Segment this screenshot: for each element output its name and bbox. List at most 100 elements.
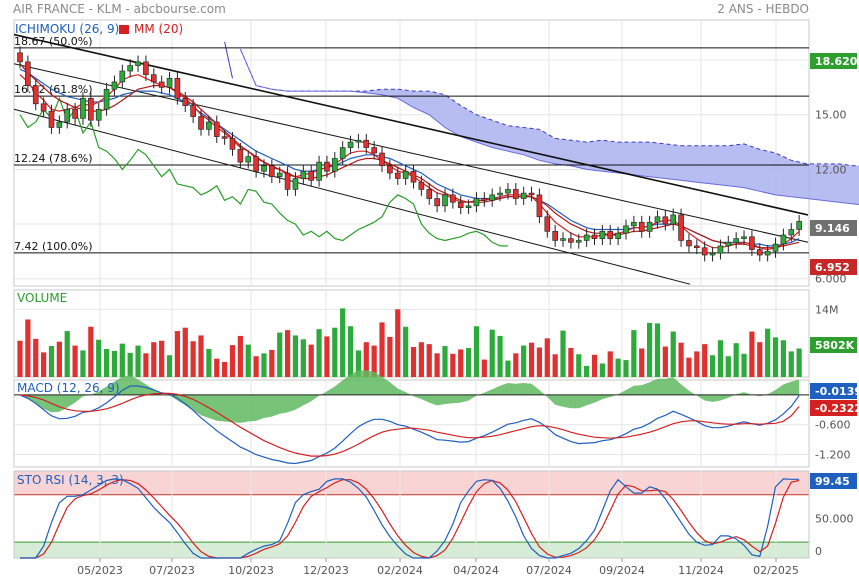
price-candle [756, 243, 763, 262]
price-candle [599, 224, 606, 246]
volume-bar [426, 344, 432, 377]
price-candle [764, 245, 771, 262]
candle-body [513, 189, 519, 199]
fibo-label: 18.67 (50.0%) [14, 35, 93, 48]
candle-body [331, 158, 338, 172]
volume-bar [96, 339, 102, 377]
candle-body [457, 201, 464, 208]
candle-body [276, 172, 283, 177]
candle-body [402, 170, 409, 179]
price-tick-label: 12.00 [815, 163, 847, 176]
candle-body [229, 138, 236, 150]
candle-body [481, 198, 488, 201]
volume-bar [245, 344, 251, 377]
kijun-line [19, 68, 800, 247]
volume-bar [615, 358, 621, 377]
candle-body [465, 205, 472, 208]
candle-body [292, 178, 299, 190]
trend-line [13, 108, 691, 285]
candle-body [261, 165, 267, 172]
candle-body [442, 194, 448, 207]
price-candle [465, 199, 472, 215]
trend-line [13, 33, 809, 216]
tenkan-line [19, 74, 800, 251]
volume-bar [261, 353, 267, 377]
price-candle [709, 246, 716, 262]
price-candle [25, 55, 31, 92]
candle-body [379, 152, 385, 167]
price-candle [544, 210, 551, 238]
volume-bar [166, 355, 173, 377]
price-candle [229, 132, 236, 156]
price-candle [662, 210, 669, 231]
candle-body [520, 192, 527, 199]
volume-bar [127, 352, 133, 377]
candle-body [316, 161, 322, 181]
candle-body [497, 192, 503, 196]
candle-body [560, 238, 566, 241]
price-candle [607, 224, 614, 246]
chart-header-title: AIR FRANCE - KLM - abcbourse.com [13, 2, 226, 16]
candle-body [796, 221, 802, 230]
x-axis-label: 10/2023 [228, 564, 274, 577]
volume-bar [576, 354, 582, 377]
x-axis-label: 05/2023 [77, 564, 123, 577]
candle-body [363, 139, 370, 148]
macd-tick-label: -1.200 [815, 449, 850, 462]
price-candle [497, 186, 503, 202]
candle-body [552, 231, 558, 241]
volume-bar [300, 339, 306, 377]
candle-body [473, 198, 480, 207]
cloud-lower-line [239, 49, 859, 206]
volume-bar [355, 350, 362, 377]
candle-body [725, 241, 732, 247]
macd-signal-line [19, 392, 800, 457]
price-candle [363, 133, 370, 154]
ichimoku-legend: ICHIMOKU (26, 9) [15, 22, 119, 36]
price-candle [434, 192, 440, 213]
volume-bar [88, 326, 94, 377]
volume-bar [25, 319, 31, 377]
macd-signal-badge: -0.2322 [815, 402, 859, 415]
chart-header-period: 2 ANS - HEBDO [717, 2, 809, 16]
volume-bar [379, 322, 385, 377]
volume-bar [521, 345, 527, 377]
volume-bar [80, 350, 86, 377]
candle-body [591, 234, 598, 239]
cloud-upper-line [239, 49, 859, 167]
candle-body [25, 61, 31, 86]
fibo-label: 7.42 (100.0%) [14, 240, 93, 253]
volume-bar [536, 347, 543, 377]
volume-bar [48, 346, 55, 377]
price-candle [583, 228, 590, 247]
candle-body [72, 108, 78, 119]
volume-bar [560, 330, 566, 377]
volume-bar [513, 353, 519, 377]
price-candle [40, 97, 47, 118]
candle-body [387, 165, 393, 174]
volume-bar [639, 348, 645, 377]
candle-body [32, 85, 39, 105]
volume-bar [631, 330, 637, 377]
price-candle [670, 208, 677, 231]
volume-bar [135, 345, 141, 377]
candle-body [709, 252, 716, 256]
price-candle [678, 208, 684, 247]
volume-bar [654, 323, 661, 377]
volume-bar [607, 351, 613, 377]
volume-bar [72, 345, 78, 377]
price-candle [623, 219, 629, 240]
candle-body [583, 234, 590, 241]
price-candle [245, 150, 252, 169]
candle-body [544, 216, 551, 232]
price-candle [347, 135, 354, 154]
volume-bar [206, 348, 212, 377]
price-badge-green-bg [810, 53, 857, 69]
price-candle [371, 141, 377, 160]
mm-legend-swatch [119, 25, 129, 34]
price-candle [17, 46, 23, 69]
candle-body [426, 189, 433, 199]
volume-bar [528, 342, 535, 377]
price-candle [394, 166, 401, 185]
